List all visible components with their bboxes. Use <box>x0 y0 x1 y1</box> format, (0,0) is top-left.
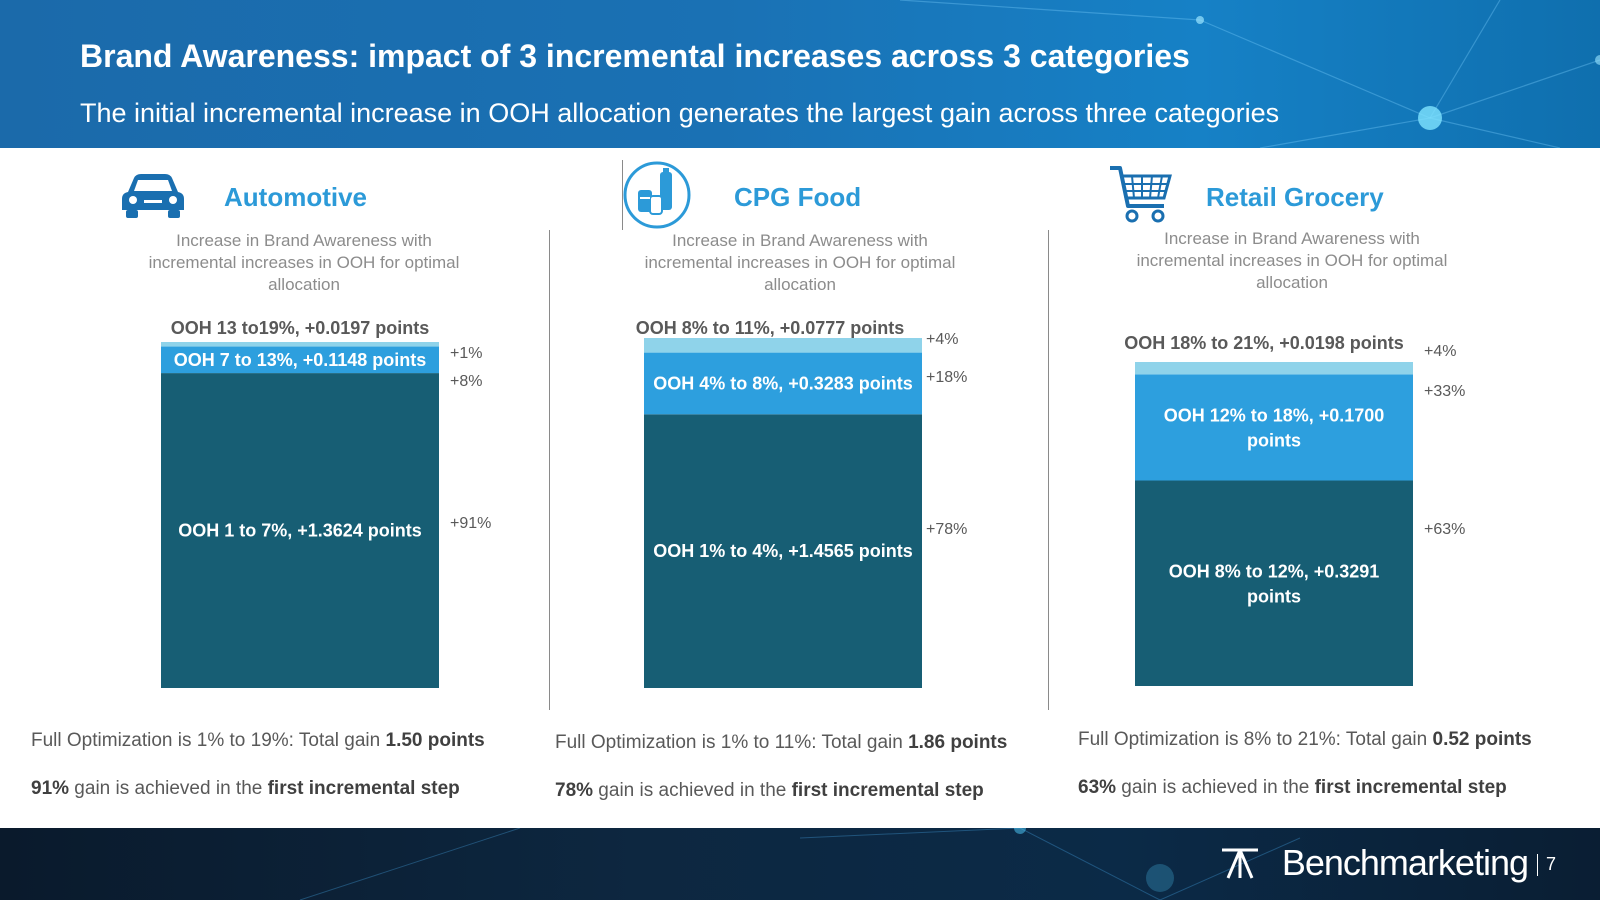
first-step-text: 78% gain is achieved in the first increm… <box>555 780 984 802</box>
header-banner: Brand Awareness: impact of 3 incremental… <box>0 0 1600 148</box>
category-title: Automotive <box>224 182 367 212</box>
bar-segment <box>1135 374 1413 481</box>
page-separator <box>1537 854 1538 876</box>
chart-description: Increase in Brand Awareness with increme… <box>644 231 956 294</box>
segment-label: OOH 12% to 18%, +0.1700 <box>1164 405 1385 425</box>
total-gain-text: Full Optimization is 1% to 11%: Total ga… <box>555 732 1007 754</box>
total-gain-text: Full Optimization is 8% to 21%: Total ga… <box>1078 729 1532 751</box>
stacked-bar-chart: OOH 1% to 4%, +1.4565 points +78% OOH 4% t… <box>636 318 967 688</box>
bar-segment <box>644 352 922 415</box>
stacked-bar-chart: OOH 8% to 12%, +0.3291 points +63% OOH 12% … <box>1124 333 1465 686</box>
food-cans-icon <box>623 161 691 229</box>
segment-label: OOH 1 to 7%, +1.3624 points <box>178 521 422 541</box>
first-step-share: 91% <box>31 778 70 799</box>
brand-name: Benchmarketing <box>1281 842 1529 883</box>
segment-label: OOH 18% to 21%, +0.0198 points <box>1124 333 1404 353</box>
first-step-share: 63% <box>1078 777 1117 798</box>
bar-segment <box>1135 480 1413 686</box>
bar-segment <box>161 346 439 374</box>
network-background <box>299 828 1301 900</box>
network-background <box>899 0 1600 148</box>
segment-label: OOH 7 to 13%, +0.1148 points <box>174 350 427 370</box>
total-gain-value: 0.52 points <box>1432 729 1532 750</box>
first-step-middle: gain is achieved in the <box>593 780 792 801</box>
share-label: +78% <box>926 521 967 538</box>
first-step-middle: gain is achieved in the <box>1116 777 1315 798</box>
share-label: +8% <box>450 373 482 390</box>
segment-label: OOH 4% to 8%, +0.3283 points <box>653 373 913 393</box>
chart-description: Increase in Brand Awareness with increme… <box>148 231 460 294</box>
first-step-middle: gain is achieved in the <box>69 778 268 799</box>
first-step-emphasis: first incremental step <box>1314 777 1507 798</box>
category-title: CPG Food <box>734 182 862 212</box>
share-label: +4% <box>926 331 958 348</box>
segment-label: points <box>1247 430 1301 450</box>
panel-divider <box>1048 230 1049 710</box>
chart-description: Increase in Brand Awareness with increme… <box>1136 229 1448 292</box>
share-label: +4% <box>1424 343 1456 360</box>
stacked-bar-chart: OOH 1 to 7%, +1.3624 points +91% OOH 7 to … <box>161 318 491 688</box>
total-gain-value: 1.86 points <box>908 732 1008 753</box>
panel-cpg-food: CPG Food Increase in Brand Awareness wit… <box>550 148 1050 828</box>
panel-automotive: Automotive Increase in Brand Awareness w… <box>0 148 550 828</box>
first-step-emphasis: first incremental step <box>267 778 460 799</box>
car-icon <box>122 174 184 218</box>
panel-retail-grocery: Retail Grocery Increase in Brand Awarene… <box>1050 148 1600 828</box>
share-label: +1% <box>450 345 482 362</box>
category-title: Retail Grocery <box>1206 182 1384 212</box>
page-title: Brand Awareness: impact of 3 incremental… <box>80 38 1190 74</box>
total-gain-prefix: Full Optimization is 8% to 21%: Total ga… <box>1078 729 1433 750</box>
total-gain-prefix: Full Optimization is 1% to 11%: Total ga… <box>555 732 909 753</box>
bar-segment <box>161 373 439 688</box>
share-label: +63% <box>1424 521 1465 538</box>
first-step-text: 63% gain is achieved in the first increm… <box>1078 777 1507 799</box>
bar-segment <box>644 414 922 688</box>
segment-label: OOH 8% to 12%, +0.3291 <box>1169 561 1380 581</box>
bar-segment <box>161 342 439 347</box>
bar-segment <box>644 338 922 353</box>
page-subtitle: The initial incremental increase in OOH … <box>80 98 1280 128</box>
share-label: +91% <box>450 515 491 532</box>
total-gain-value: 1.50 points <box>385 730 485 751</box>
page-number: 7 <box>1545 854 1556 874</box>
footer-banner: Benchmarketing 7 <box>0 828 1600 900</box>
segment-label: points <box>1247 586 1301 606</box>
icon-accent-line <box>622 160 623 230</box>
brand-logo-icon <box>1222 848 1258 879</box>
bar-segment <box>1135 362 1413 375</box>
shopping-cart-icon <box>1110 166 1172 223</box>
first-step-text: 91% gain is achieved in the first increm… <box>31 778 460 800</box>
segment-label: OOH 13 to19%, +0.0197 points <box>171 318 430 338</box>
segment-label: OOH 1% to 4%, +1.4565 points <box>653 541 913 561</box>
total-gain-text: Full Optimization is 1% to 19%: Total ga… <box>31 730 485 752</box>
panel-divider <box>549 230 550 710</box>
share-label: +33% <box>1424 383 1465 400</box>
total-gain-prefix: Full Optimization is 1% to 19%: Total ga… <box>31 730 386 751</box>
segment-label: OOH 8% to 11%, +0.0777 points <box>636 318 905 338</box>
first-step-emphasis: first incremental step <box>791 780 984 801</box>
share-label: +18% <box>926 369 967 386</box>
first-step-share: 78% <box>555 780 594 801</box>
